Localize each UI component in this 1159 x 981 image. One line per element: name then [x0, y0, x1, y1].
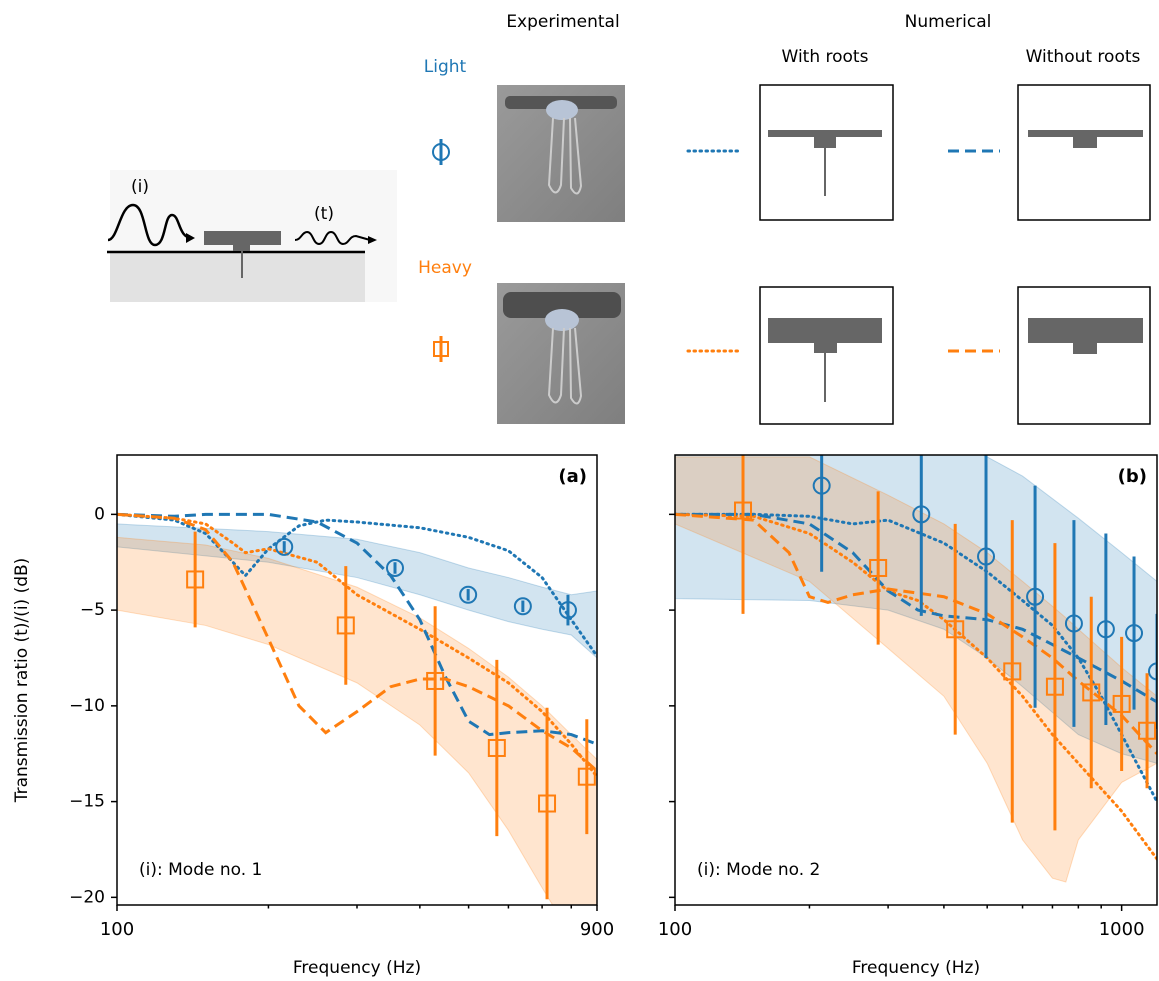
- data-point: [1096, 620, 1115, 639]
- data-point: [1138, 721, 1157, 740]
- sketch-light-noroots: [1017, 84, 1151, 221]
- dotted-line: [675, 512, 1157, 861]
- data-point: [336, 616, 355, 635]
- uncertainty-band: [117, 536, 597, 905]
- photo-light: [497, 85, 625, 222]
- sketch-heavy-noroots: [1017, 286, 1151, 425]
- schematic: [107, 170, 397, 302]
- sketch-heavy-roots: [759, 286, 894, 425]
- header-with-roots: With roots: [782, 47, 869, 67]
- annotation: (i): Mode no. 1: [139, 860, 262, 880]
- data-point: [386, 558, 405, 577]
- data-point: [1148, 662, 1157, 681]
- data-point: [513, 597, 532, 616]
- axes-frame: [674, 454, 1158, 906]
- y-tick-label: −5: [80, 600, 105, 620]
- data-point: [275, 537, 294, 556]
- legend-light-marker: [432, 139, 450, 165]
- data-point: [558, 601, 577, 620]
- data-point: [1003, 662, 1022, 681]
- legend-heavy-marker: [433, 336, 449, 362]
- data-point: [186, 570, 205, 589]
- data-point: [577, 767, 596, 786]
- x-tick-label: 100: [100, 919, 134, 940]
- data-point: [1026, 587, 1045, 606]
- schematic-incident: (i): [131, 177, 149, 197]
- y-axis-label: Transmission ratio (t)/(i) (dB): [12, 558, 32, 804]
- header-numerical: Numerical: [905, 12, 992, 32]
- y-tick-label: −20: [69, 887, 105, 907]
- data-point: [426, 671, 445, 690]
- header-experimental: Experimental: [506, 12, 619, 32]
- data-point: [459, 585, 478, 604]
- data-point: [538, 794, 557, 813]
- data-point: [487, 738, 506, 757]
- data-point: [869, 558, 888, 577]
- data-point: [1112, 694, 1131, 713]
- panel-label: (b): [1118, 466, 1147, 487]
- data-point: [1082, 683, 1101, 702]
- y-tick-label: −10: [69, 696, 105, 716]
- y-tick-label: −15: [69, 792, 105, 812]
- dotted-line: [117, 512, 597, 658]
- data-point: [977, 547, 996, 566]
- dashed-line: [117, 512, 597, 746]
- data-point: [1045, 677, 1064, 696]
- x-tick-label: 1000: [1099, 919, 1145, 940]
- photo-heavy: [497, 283, 625, 424]
- dashed-line: [117, 512, 597, 773]
- data-point: [734, 501, 753, 520]
- data-point: [946, 620, 965, 639]
- plot-area: [675, 455, 1157, 883]
- panel-label: (a): [558, 466, 587, 487]
- x-axis-label: Frequency (Hz): [852, 958, 980, 978]
- label-heavy: Heavy: [418, 258, 472, 278]
- uncertainty-band: [117, 523, 597, 659]
- x-tick-label: 100: [658, 919, 692, 940]
- header-without-roots: Without roots: [1026, 47, 1141, 67]
- dotted-line: [117, 512, 597, 779]
- x-axis-label: Frequency (Hz): [293, 958, 421, 978]
- dashed-line: [675, 512, 1157, 704]
- data-point: [1064, 614, 1083, 633]
- label-light: Light: [424, 57, 467, 77]
- x-tick-label: 900: [580, 919, 614, 940]
- annotation: (i): Mode no. 2: [697, 860, 820, 880]
- plot-area: [117, 512, 597, 905]
- schematic-transmitted: (t): [314, 204, 334, 224]
- data-point: [912, 505, 931, 524]
- data-point: [812, 476, 831, 495]
- data-point: [1125, 624, 1144, 643]
- y-tick-label: 0: [94, 504, 105, 524]
- sketch-light-roots: [759, 84, 894, 221]
